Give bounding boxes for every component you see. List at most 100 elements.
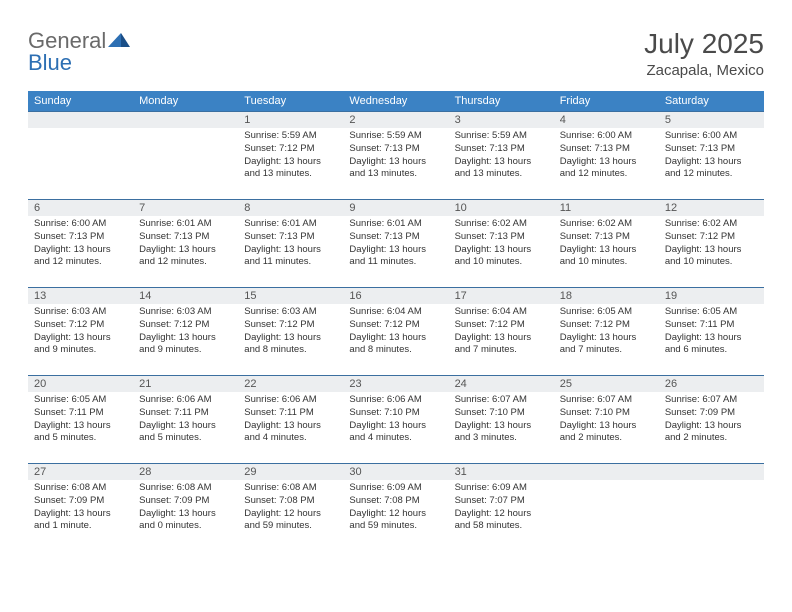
day-number: 18: [554, 288, 659, 304]
day-number: 31: [449, 464, 554, 480]
cell-line: Daylight: 13 hours: [244, 420, 337, 433]
day-number: 29: [238, 464, 343, 480]
day-number: 11: [554, 200, 659, 216]
cell-line: Daylight: 13 hours: [455, 156, 548, 169]
day-number: 30: [343, 464, 448, 480]
day-number: [659, 464, 764, 480]
cell-line: Sunset: 7:13 PM: [560, 143, 653, 156]
day-header-monday: Monday: [133, 91, 238, 112]
calendar-body: 1Sunrise: 5:59 AMSunset: 7:12 PMDaylight…: [28, 112, 764, 552]
calendar-cell: 24Sunrise: 6:07 AMSunset: 7:10 PMDayligh…: [449, 376, 554, 464]
cell-content: Sunrise: 6:03 AMSunset: 7:12 PMDaylight:…: [238, 304, 343, 361]
cell-line: Sunrise: 6:08 AM: [244, 482, 337, 495]
cell-content: Sunrise: 6:02 AMSunset: 7:12 PMDaylight:…: [659, 216, 764, 273]
cell-line: Daylight: 13 hours: [665, 420, 758, 433]
calendar-cell: 19Sunrise: 6:05 AMSunset: 7:11 PMDayligh…: [659, 288, 764, 376]
cell-line: Daylight: 13 hours: [244, 156, 337, 169]
calendar-cell: 7Sunrise: 6:01 AMSunset: 7:13 PMDaylight…: [133, 200, 238, 288]
cell-line: and 12 minutes.: [560, 168, 653, 181]
cell-line: Sunset: 7:11 PM: [34, 407, 127, 420]
day-number: 4: [554, 112, 659, 128]
cell-line: Sunset: 7:11 PM: [244, 407, 337, 420]
cell-content: Sunrise: 6:09 AMSunset: 7:07 PMDaylight:…: [449, 480, 554, 537]
calendar-cell: 4Sunrise: 6:00 AMSunset: 7:13 PMDaylight…: [554, 112, 659, 200]
cell-line: and 1 minute.: [34, 520, 127, 533]
calendar-cell: 10Sunrise: 6:02 AMSunset: 7:13 PMDayligh…: [449, 200, 554, 288]
cell-content: Sunrise: 5:59 AMSunset: 7:13 PMDaylight:…: [343, 128, 448, 185]
calendar-cell: 25Sunrise: 6:07 AMSunset: 7:10 PMDayligh…: [554, 376, 659, 464]
cell-content: Sunrise: 6:02 AMSunset: 7:13 PMDaylight:…: [449, 216, 554, 273]
cell-line: Daylight: 13 hours: [455, 332, 548, 345]
cell-content: Sunrise: 5:59 AMSunset: 7:12 PMDaylight:…: [238, 128, 343, 185]
cell-line: Sunset: 7:09 PM: [665, 407, 758, 420]
cell-line: and 10 minutes.: [455, 256, 548, 269]
cell-line: Daylight: 13 hours: [455, 244, 548, 257]
cell-line: and 13 minutes.: [349, 168, 442, 181]
calendar-cell: 18Sunrise: 6:05 AMSunset: 7:12 PMDayligh…: [554, 288, 659, 376]
cell-line: and 11 minutes.: [244, 256, 337, 269]
cell-line: Sunset: 7:10 PM: [560, 407, 653, 420]
cell-line: and 12 minutes.: [665, 168, 758, 181]
day-number: 27: [28, 464, 133, 480]
cell-content: Sunrise: 6:06 AMSunset: 7:11 PMDaylight:…: [238, 392, 343, 449]
cell-line: Sunset: 7:12 PM: [139, 319, 232, 332]
cell-content: Sunrise: 6:05 AMSunset: 7:11 PMDaylight:…: [659, 304, 764, 361]
cell-content: Sunrise: 5:59 AMSunset: 7:13 PMDaylight:…: [449, 128, 554, 185]
cell-line: Sunrise: 6:05 AM: [665, 306, 758, 319]
cell-line: and 12 minutes.: [34, 256, 127, 269]
calendar-cell: 5Sunrise: 6:00 AMSunset: 7:13 PMDaylight…: [659, 112, 764, 200]
day-header-thursday: Thursday: [449, 91, 554, 112]
day-number: 20: [28, 376, 133, 392]
cell-line: and 12 minutes.: [139, 256, 232, 269]
cell-content: Sunrise: 6:06 AMSunset: 7:10 PMDaylight:…: [343, 392, 448, 449]
cell-line: Sunrise: 6:03 AM: [34, 306, 127, 319]
calendar-cell: 23Sunrise: 6:06 AMSunset: 7:10 PMDayligh…: [343, 376, 448, 464]
cell-content: Sunrise: 6:04 AMSunset: 7:12 PMDaylight:…: [449, 304, 554, 361]
page-header: General July 2025 Zacapala, Mexico: [28, 28, 764, 79]
calendar-cell: 26Sunrise: 6:07 AMSunset: 7:09 PMDayligh…: [659, 376, 764, 464]
calendar-cell: 11Sunrise: 6:02 AMSunset: 7:13 PMDayligh…: [554, 200, 659, 288]
day-number: 12: [659, 200, 764, 216]
cell-line: Sunrise: 6:05 AM: [34, 394, 127, 407]
cell-line: Sunset: 7:13 PM: [455, 143, 548, 156]
cell-line: Sunrise: 5:59 AM: [244, 130, 337, 143]
cell-line: and 10 minutes.: [560, 256, 653, 269]
day-number: 10: [449, 200, 554, 216]
day-number: 14: [133, 288, 238, 304]
cell-line: Sunset: 7:08 PM: [244, 495, 337, 508]
cell-line: Daylight: 13 hours: [349, 420, 442, 433]
cell-line: Daylight: 13 hours: [455, 420, 548, 433]
day-number: 1: [238, 112, 343, 128]
cell-content: Sunrise: 6:07 AMSunset: 7:10 PMDaylight:…: [554, 392, 659, 449]
cell-content: Sunrise: 6:03 AMSunset: 7:12 PMDaylight:…: [28, 304, 133, 361]
cell-line: Daylight: 13 hours: [560, 332, 653, 345]
day-number: 3: [449, 112, 554, 128]
cell-line: Sunset: 7:12 PM: [560, 319, 653, 332]
day-number: 28: [133, 464, 238, 480]
cell-line: and 2 minutes.: [560, 432, 653, 445]
cell-line: and 4 minutes.: [244, 432, 337, 445]
cell-line: and 9 minutes.: [139, 344, 232, 357]
cell-line: Sunset: 7:11 PM: [665, 319, 758, 332]
cell-line: Sunset: 7:13 PM: [455, 231, 548, 244]
day-number: 13: [28, 288, 133, 304]
cell-line: Sunset: 7:13 PM: [244, 231, 337, 244]
cell-line: and 2 minutes.: [665, 432, 758, 445]
day-number: 19: [659, 288, 764, 304]
cell-line: Daylight: 13 hours: [34, 332, 127, 345]
cell-line: Daylight: 13 hours: [34, 508, 127, 521]
calendar-table: Sunday Monday Tuesday Wednesday Thursday…: [28, 91, 764, 552]
calendar-cell: 16Sunrise: 6:04 AMSunset: 7:12 PMDayligh…: [343, 288, 448, 376]
cell-line: Daylight: 13 hours: [560, 156, 653, 169]
cell-line: Sunset: 7:09 PM: [34, 495, 127, 508]
cell-line: and 59 minutes.: [244, 520, 337, 533]
cell-line: and 13 minutes.: [455, 168, 548, 181]
cell-line: and 7 minutes.: [455, 344, 548, 357]
calendar-cell: 30Sunrise: 6:09 AMSunset: 7:08 PMDayligh…: [343, 464, 448, 552]
calendar-cell: [28, 112, 133, 200]
title-block: July 2025 Zacapala, Mexico: [644, 28, 764, 79]
calendar-cell: 29Sunrise: 6:08 AMSunset: 7:08 PMDayligh…: [238, 464, 343, 552]
cell-line: and 5 minutes.: [139, 432, 232, 445]
calendar-cell: 8Sunrise: 6:01 AMSunset: 7:13 PMDaylight…: [238, 200, 343, 288]
cell-line: Sunrise: 6:07 AM: [560, 394, 653, 407]
